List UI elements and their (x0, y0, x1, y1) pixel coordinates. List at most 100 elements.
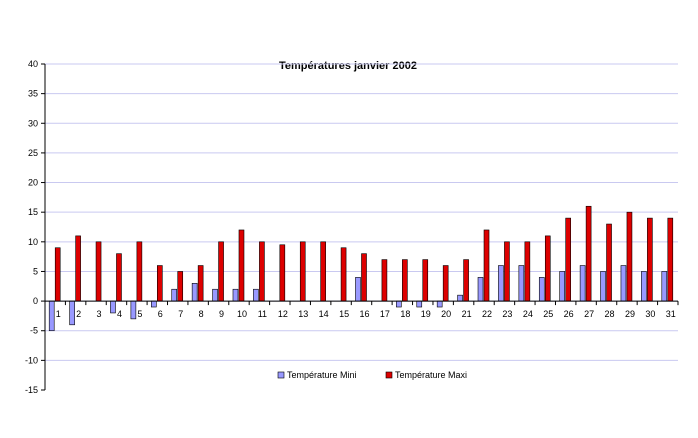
bar-maxi (606, 223, 612, 302)
y-axis-ticks: -15 -10 -5 0 5 10 15 20 25 30 35 40 (25, 59, 45, 395)
bar-mini (232, 288, 239, 302)
y-tick-label: 25 (28, 148, 38, 158)
bar-maxi (504, 241, 510, 302)
bar-mini (436, 300, 443, 308)
x-tick-label: 25 (543, 309, 553, 319)
x-tick-label: 6 (158, 309, 163, 319)
bar-maxi (259, 241, 265, 302)
bar-mini (48, 300, 55, 332)
x-tick-label: 19 (421, 309, 431, 319)
bar-mini (498, 265, 504, 302)
bars (48, 205, 674, 332)
x-tick-label: 13 (298, 309, 308, 319)
bar-mini (579, 265, 586, 302)
bar-maxi (463, 259, 469, 302)
bar-maxi (647, 217, 653, 302)
x-tick-label: 17 (380, 309, 390, 319)
bar-maxi (177, 271, 184, 302)
y-tick-label: 15 (28, 207, 38, 217)
bar-mini (457, 294, 463, 302)
bar-maxi (279, 244, 286, 302)
y-tick-label: -10 (25, 355, 38, 365)
bar-maxi (381, 259, 388, 302)
x-tick-label: 4 (117, 309, 122, 319)
x-tick-label: 18 (400, 309, 410, 319)
bar-mini (130, 300, 137, 320)
x-tick-label: 15 (339, 309, 349, 319)
bar-mini (110, 300, 116, 314)
bar-mini (477, 277, 484, 302)
bar-maxi (95, 241, 102, 302)
bar-maxi (238, 229, 245, 302)
x-tick-label: 24 (523, 309, 533, 319)
bar-mini (191, 283, 198, 302)
y-tick-label: 0 (33, 296, 38, 306)
x-tick-label: 14 (319, 309, 329, 319)
bar-mini (355, 277, 361, 302)
bar-mini (661, 271, 668, 302)
y-tick-label: 10 (28, 237, 38, 247)
x-tick-label: 1 (56, 309, 61, 319)
legend-label: Température Mini (287, 370, 357, 380)
x-tick-label: 12 (278, 309, 288, 319)
y-tick-label: -5 (30, 326, 38, 336)
bar-mini (518, 265, 525, 302)
x-tick-label: 5 (137, 309, 142, 319)
bar-maxi (422, 259, 429, 302)
bar-maxi (544, 235, 551, 302)
y-tick-label: 35 (28, 89, 38, 99)
bar-maxi (340, 247, 347, 302)
bar-maxi (116, 253, 122, 302)
x-tick-label: 8 (199, 309, 204, 319)
bar-mini (396, 300, 402, 308)
y-tick-label: 40 (28, 59, 38, 69)
x-tick-label: 3 (97, 309, 102, 319)
bar-maxi (320, 241, 326, 302)
x-tick-label: 30 (645, 309, 655, 319)
x-tick-label: 23 (502, 309, 512, 319)
axes (44, 64, 678, 390)
x-tick-label: 2 (76, 309, 81, 319)
bar-maxi (157, 265, 163, 302)
legend: Température Mini Température Maxi (277, 370, 467, 380)
bar-maxi (524, 241, 531, 302)
bar-mini (171, 288, 178, 302)
x-tick-label: 29 (625, 309, 635, 319)
x-tick-label: 31 (666, 309, 676, 319)
x-tick-label: 26 (564, 309, 574, 319)
bar-mini (538, 277, 545, 302)
y-tick-label: 20 (28, 178, 38, 188)
bar-mini (620, 265, 627, 302)
x-tick-label: 11 (258, 309, 267, 319)
y-tick-label: 30 (28, 118, 38, 128)
legend-swatch (277, 371, 285, 379)
bar-mini (600, 271, 606, 302)
bar-maxi (565, 217, 571, 302)
bar-maxi (299, 241, 306, 302)
bar-mini (253, 288, 259, 302)
bar-mini (69, 300, 75, 326)
bar-mini (559, 271, 565, 302)
bar-mini (641, 271, 647, 302)
bar-maxi (75, 235, 81, 302)
x-tick-label: 9 (219, 309, 224, 319)
x-tick-label: 16 (359, 309, 369, 319)
legend-label: Température Maxi (395, 370, 467, 380)
x-axis-ticks: 1 2 3 4 5 6 7 8 9 10 11 12 13 14 15 16 17 18 19 20 21 22 23 24 2… (56, 301, 679, 319)
bar-maxi (483, 229, 490, 302)
bar-mini (416, 300, 423, 308)
bar-maxi (136, 241, 143, 302)
bar-maxi (667, 217, 674, 302)
chart-title: Températures janvier 2002 (279, 60, 417, 72)
bar-maxi (218, 241, 224, 302)
bar-maxi (442, 265, 449, 302)
y-tick-label: -15 (25, 385, 38, 395)
bar-mini (151, 300, 157, 308)
x-tick-label: 10 (237, 309, 247, 319)
x-tick-label: 22 (482, 309, 492, 319)
bar-maxi (361, 253, 367, 302)
x-tick-label: 21 (462, 309, 472, 319)
x-tick-label: 28 (605, 309, 615, 319)
